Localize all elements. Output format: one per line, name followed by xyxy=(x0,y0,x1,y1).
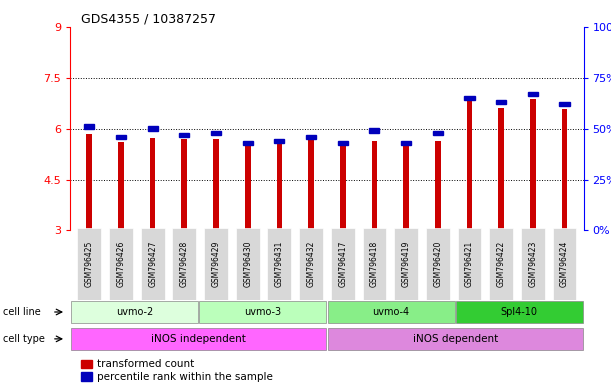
FancyBboxPatch shape xyxy=(71,328,326,350)
Bar xyxy=(338,141,348,145)
Bar xyxy=(306,134,316,139)
Bar xyxy=(401,141,411,145)
Bar xyxy=(243,141,253,145)
FancyBboxPatch shape xyxy=(362,228,386,300)
FancyBboxPatch shape xyxy=(78,228,101,300)
Text: GSM796431: GSM796431 xyxy=(275,241,284,287)
Text: percentile rank within the sample: percentile rank within the sample xyxy=(97,372,273,382)
Text: GSM796430: GSM796430 xyxy=(243,241,252,287)
Text: GSM796427: GSM796427 xyxy=(148,241,157,287)
FancyBboxPatch shape xyxy=(236,228,260,300)
Bar xyxy=(86,134,92,230)
FancyBboxPatch shape xyxy=(456,301,583,323)
Text: GSM796417: GSM796417 xyxy=(338,241,347,287)
FancyBboxPatch shape xyxy=(458,228,481,300)
Bar xyxy=(499,108,504,230)
FancyBboxPatch shape xyxy=(268,228,291,300)
Text: GSM796428: GSM796428 xyxy=(180,241,189,287)
Bar xyxy=(277,143,282,230)
Text: GSM796420: GSM796420 xyxy=(433,241,442,287)
FancyBboxPatch shape xyxy=(331,228,354,300)
Bar xyxy=(403,145,409,230)
Text: iNOS independent: iNOS independent xyxy=(151,334,246,344)
Bar xyxy=(84,124,94,129)
FancyBboxPatch shape xyxy=(172,228,196,300)
FancyBboxPatch shape xyxy=(327,301,455,323)
Text: GSM796432: GSM796432 xyxy=(307,241,315,287)
Text: GSM796419: GSM796419 xyxy=(401,241,411,287)
Text: GSM796423: GSM796423 xyxy=(529,241,537,287)
Bar xyxy=(118,142,124,230)
FancyBboxPatch shape xyxy=(521,228,544,300)
Bar xyxy=(560,102,569,106)
FancyBboxPatch shape xyxy=(141,228,164,300)
Bar xyxy=(464,96,475,100)
Text: GSM796426: GSM796426 xyxy=(117,241,125,287)
Bar xyxy=(528,92,538,96)
Text: iNOS dependent: iNOS dependent xyxy=(412,334,498,344)
Bar xyxy=(371,141,377,230)
Text: GSM796429: GSM796429 xyxy=(211,241,221,287)
Text: uvmo-2: uvmo-2 xyxy=(116,307,153,317)
Bar xyxy=(433,131,443,135)
Text: Spl4-10: Spl4-10 xyxy=(501,307,538,317)
Bar xyxy=(181,139,187,230)
Bar xyxy=(148,126,158,131)
Bar xyxy=(211,131,221,135)
Text: GSM796424: GSM796424 xyxy=(560,241,569,287)
Bar xyxy=(530,99,536,230)
Bar xyxy=(467,101,472,230)
Bar xyxy=(179,132,189,137)
Bar xyxy=(245,145,251,230)
Text: GSM796418: GSM796418 xyxy=(370,241,379,287)
Bar xyxy=(562,109,568,230)
Bar xyxy=(150,138,155,230)
FancyBboxPatch shape xyxy=(71,301,198,323)
Text: transformed count: transformed count xyxy=(97,359,194,369)
Bar xyxy=(496,100,506,104)
Bar xyxy=(274,139,285,143)
Bar xyxy=(369,129,379,133)
FancyBboxPatch shape xyxy=(426,228,450,300)
FancyBboxPatch shape xyxy=(199,301,326,323)
Bar xyxy=(340,145,346,230)
Text: GSM796425: GSM796425 xyxy=(85,241,93,287)
Bar xyxy=(308,139,314,230)
Text: GSM796422: GSM796422 xyxy=(497,241,506,287)
FancyBboxPatch shape xyxy=(552,228,576,300)
FancyBboxPatch shape xyxy=(489,228,513,300)
Text: uvmo-3: uvmo-3 xyxy=(244,307,281,317)
FancyBboxPatch shape xyxy=(394,228,418,300)
Bar xyxy=(116,134,126,139)
Text: GSM796421: GSM796421 xyxy=(465,241,474,287)
FancyBboxPatch shape xyxy=(204,228,228,300)
Bar xyxy=(213,139,219,230)
FancyBboxPatch shape xyxy=(109,228,133,300)
Text: cell line: cell line xyxy=(3,307,41,317)
FancyBboxPatch shape xyxy=(327,328,583,350)
Bar xyxy=(81,372,92,381)
Text: uvmo-4: uvmo-4 xyxy=(373,307,409,317)
Text: GDS4355 / 10387257: GDS4355 / 10387257 xyxy=(81,13,216,26)
Bar xyxy=(435,141,441,230)
Text: cell type: cell type xyxy=(3,334,45,344)
Bar xyxy=(81,359,92,368)
FancyBboxPatch shape xyxy=(299,228,323,300)
